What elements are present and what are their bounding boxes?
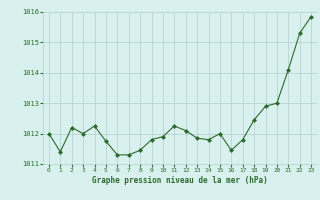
X-axis label: Graphe pression niveau de la mer (hPa): Graphe pression niveau de la mer (hPa) <box>92 176 268 185</box>
